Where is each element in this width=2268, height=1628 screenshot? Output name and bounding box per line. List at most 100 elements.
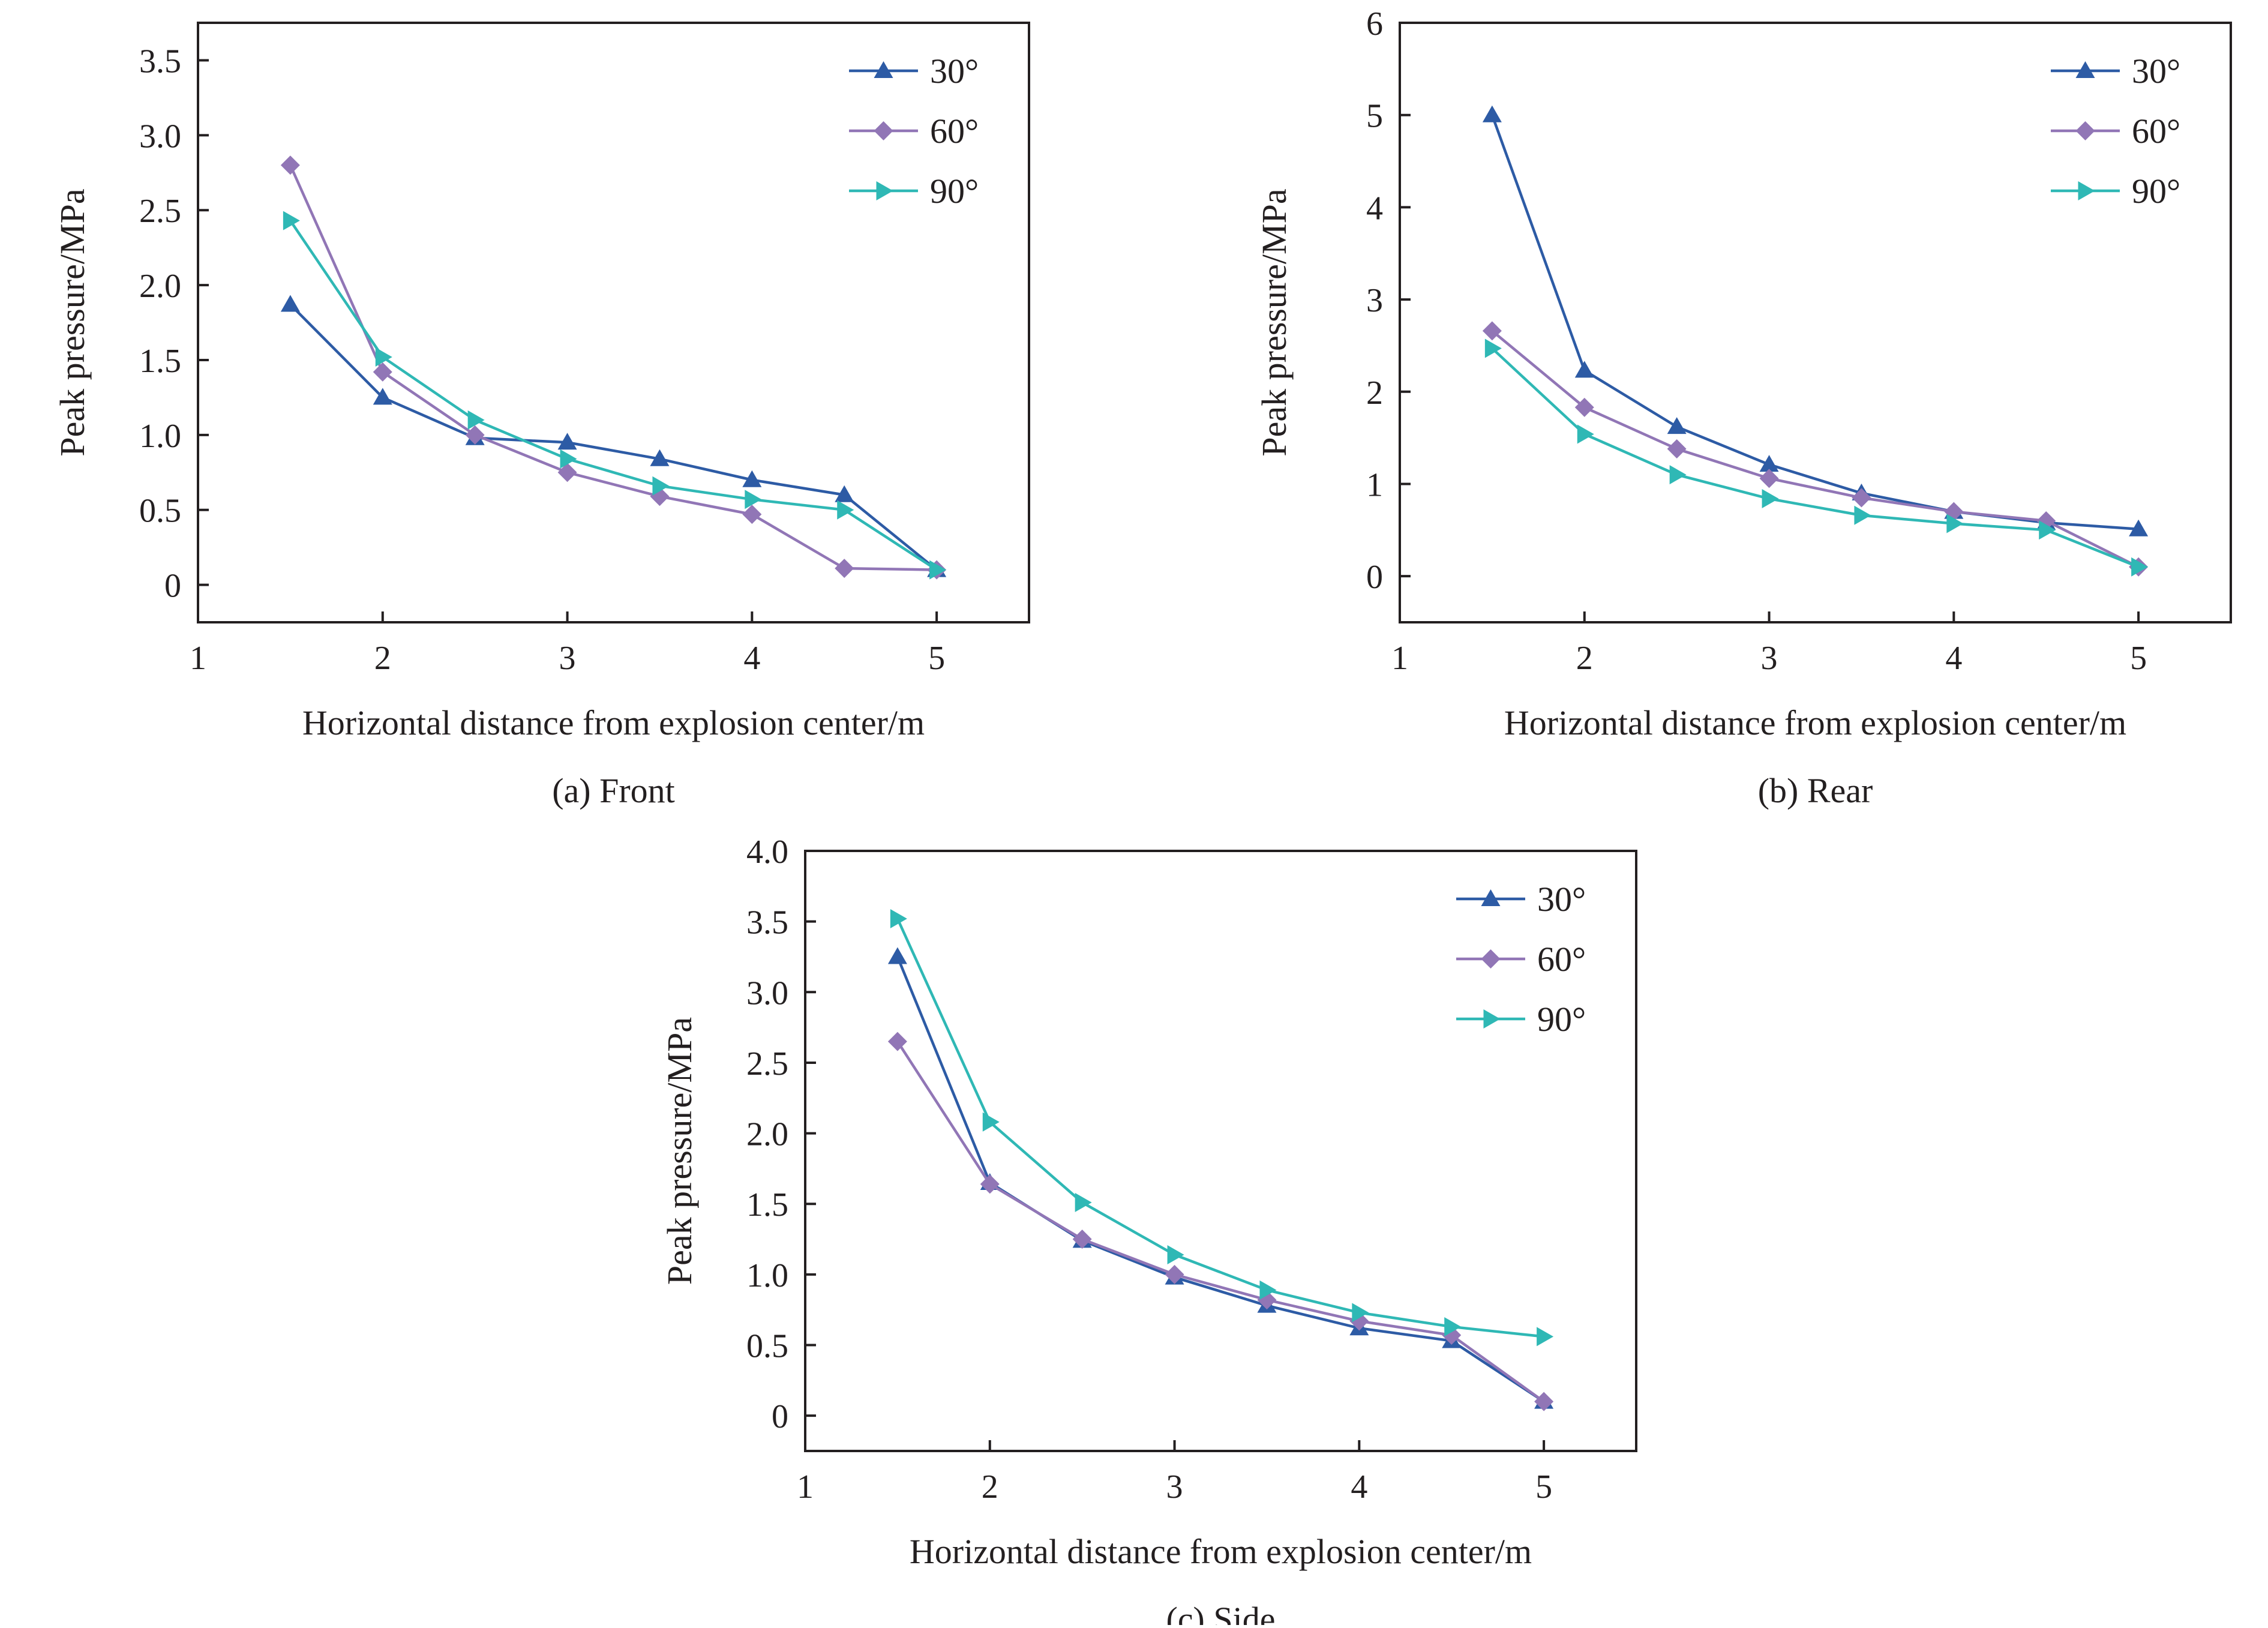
data-point bbox=[2131, 557, 2149, 577]
data-point bbox=[1259, 1280, 1277, 1300]
data-point bbox=[1165, 1264, 1184, 1284]
y-tick-label: 0 bbox=[1366, 559, 1383, 596]
data-point bbox=[1852, 488, 1871, 508]
legend-label: 30° bbox=[930, 52, 979, 91]
data-point bbox=[929, 560, 947, 580]
y-axis-label: Peak pressure/MPa bbox=[53, 188, 92, 456]
data-point bbox=[467, 410, 485, 430]
y-tick-label: 3 bbox=[1366, 282, 1383, 319]
y-tick-label: 3.5 bbox=[746, 904, 788, 942]
x-tick-label: 5 bbox=[1535, 1468, 1552, 1506]
legend-marker bbox=[2078, 181, 2095, 200]
data-point bbox=[1667, 417, 1687, 434]
data-point bbox=[745, 490, 762, 509]
data-point bbox=[982, 1112, 1000, 1132]
data-point bbox=[560, 449, 577, 469]
y-tick-label: 1.0 bbox=[139, 418, 181, 455]
data-point bbox=[373, 388, 392, 405]
y-tick-label: 1 bbox=[1366, 466, 1383, 503]
data-point bbox=[742, 505, 762, 524]
legend-label: 90° bbox=[2132, 172, 2180, 211]
plot-frame bbox=[804, 850, 1637, 1452]
x-axis-label: Horizontal distance from explosion cente… bbox=[910, 1532, 1532, 1571]
x-tick-label: 5 bbox=[2130, 640, 2147, 677]
data-point bbox=[2129, 519, 2149, 536]
y-axis-label: Peak pressure/MPa bbox=[660, 1017, 699, 1285]
data-point bbox=[373, 362, 392, 382]
panel-caption: (a) Front bbox=[552, 771, 675, 810]
data-point bbox=[835, 485, 854, 502]
y-tick-label: 3.0 bbox=[139, 118, 181, 155]
x-tick-label: 2 bbox=[374, 640, 391, 677]
x-axis-label: Horizontal distance from explosion cente… bbox=[302, 703, 925, 742]
y-axis-label: Peak pressure/MPa bbox=[1255, 188, 1294, 456]
data-point bbox=[837, 500, 854, 520]
y-tick-label: 3.5 bbox=[139, 43, 181, 80]
data-point bbox=[465, 425, 485, 445]
data-point bbox=[1667, 439, 1687, 459]
data-point bbox=[742, 470, 762, 487]
x-tick-label: 1 bbox=[1391, 640, 1408, 677]
data-point bbox=[1482, 105, 1502, 122]
y-tick-label: 2.0 bbox=[139, 268, 181, 305]
data-point bbox=[1537, 1327, 1554, 1347]
series-line bbox=[1491, 347, 2139, 568]
data-point bbox=[557, 433, 577, 450]
series-line bbox=[289, 303, 938, 571]
legend-label: 90° bbox=[930, 172, 979, 211]
data-point bbox=[890, 909, 907, 928]
y-tick-label: 5 bbox=[1366, 98, 1383, 135]
data-point bbox=[650, 449, 670, 466]
series-line bbox=[289, 164, 937, 571]
legend-marker bbox=[1481, 949, 1501, 969]
y-tick-label: 0.5 bbox=[139, 493, 181, 530]
data-point bbox=[835, 559, 854, 578]
y-tick-label: 2.5 bbox=[139, 193, 181, 230]
data-point bbox=[280, 155, 300, 175]
data-point bbox=[1444, 1317, 1462, 1336]
series-line bbox=[1491, 329, 2140, 568]
data-point bbox=[887, 947, 907, 964]
data-point bbox=[1484, 338, 1502, 358]
data-point bbox=[1352, 1303, 1369, 1323]
legend-label: 90° bbox=[1537, 1000, 1586, 1039]
data-point bbox=[1574, 361, 1594, 378]
data-point bbox=[557, 463, 577, 482]
data-point bbox=[887, 1032, 907, 1051]
plot-frame bbox=[197, 22, 1030, 623]
legend-marker bbox=[2075, 61, 2095, 78]
data-point bbox=[375, 347, 392, 367]
series-line bbox=[896, 1041, 1545, 1403]
x-tick-label: 1 bbox=[797, 1468, 814, 1506]
y-tick-label: 1.0 bbox=[746, 1257, 788, 1294]
y-tick-label: 1.5 bbox=[139, 343, 181, 380]
x-tick-label: 1 bbox=[190, 640, 206, 677]
x-tick-label: 2 bbox=[982, 1468, 998, 1506]
legend-label: 60° bbox=[2132, 112, 2180, 151]
y-tick-label: 4 bbox=[1366, 190, 1383, 227]
data-point bbox=[1167, 1245, 1184, 1264]
data-point bbox=[1669, 465, 1687, 485]
legend-marker bbox=[874, 121, 893, 140]
x-tick-label: 3 bbox=[1761, 640, 1778, 677]
legend-marker bbox=[1483, 1009, 1501, 1029]
panel-caption: (b) Rear bbox=[1758, 771, 1873, 810]
data-point bbox=[2039, 520, 2056, 540]
data-point bbox=[1946, 514, 1964, 533]
y-tick-label: 0.5 bbox=[746, 1328, 788, 1365]
legend-label: 60° bbox=[930, 112, 979, 151]
data-point bbox=[280, 295, 300, 312]
series-line bbox=[896, 918, 1544, 1338]
y-tick-label: 3.0 bbox=[746, 975, 788, 1012]
data-point bbox=[1762, 489, 1779, 509]
series-line bbox=[289, 220, 938, 571]
legend-marker bbox=[876, 181, 893, 200]
x-tick-label: 2 bbox=[1576, 640, 1593, 677]
y-tick-label: 1.5 bbox=[746, 1186, 788, 1224]
data-point bbox=[1534, 1392, 1554, 1411]
legend-marker bbox=[1481, 889, 1501, 906]
